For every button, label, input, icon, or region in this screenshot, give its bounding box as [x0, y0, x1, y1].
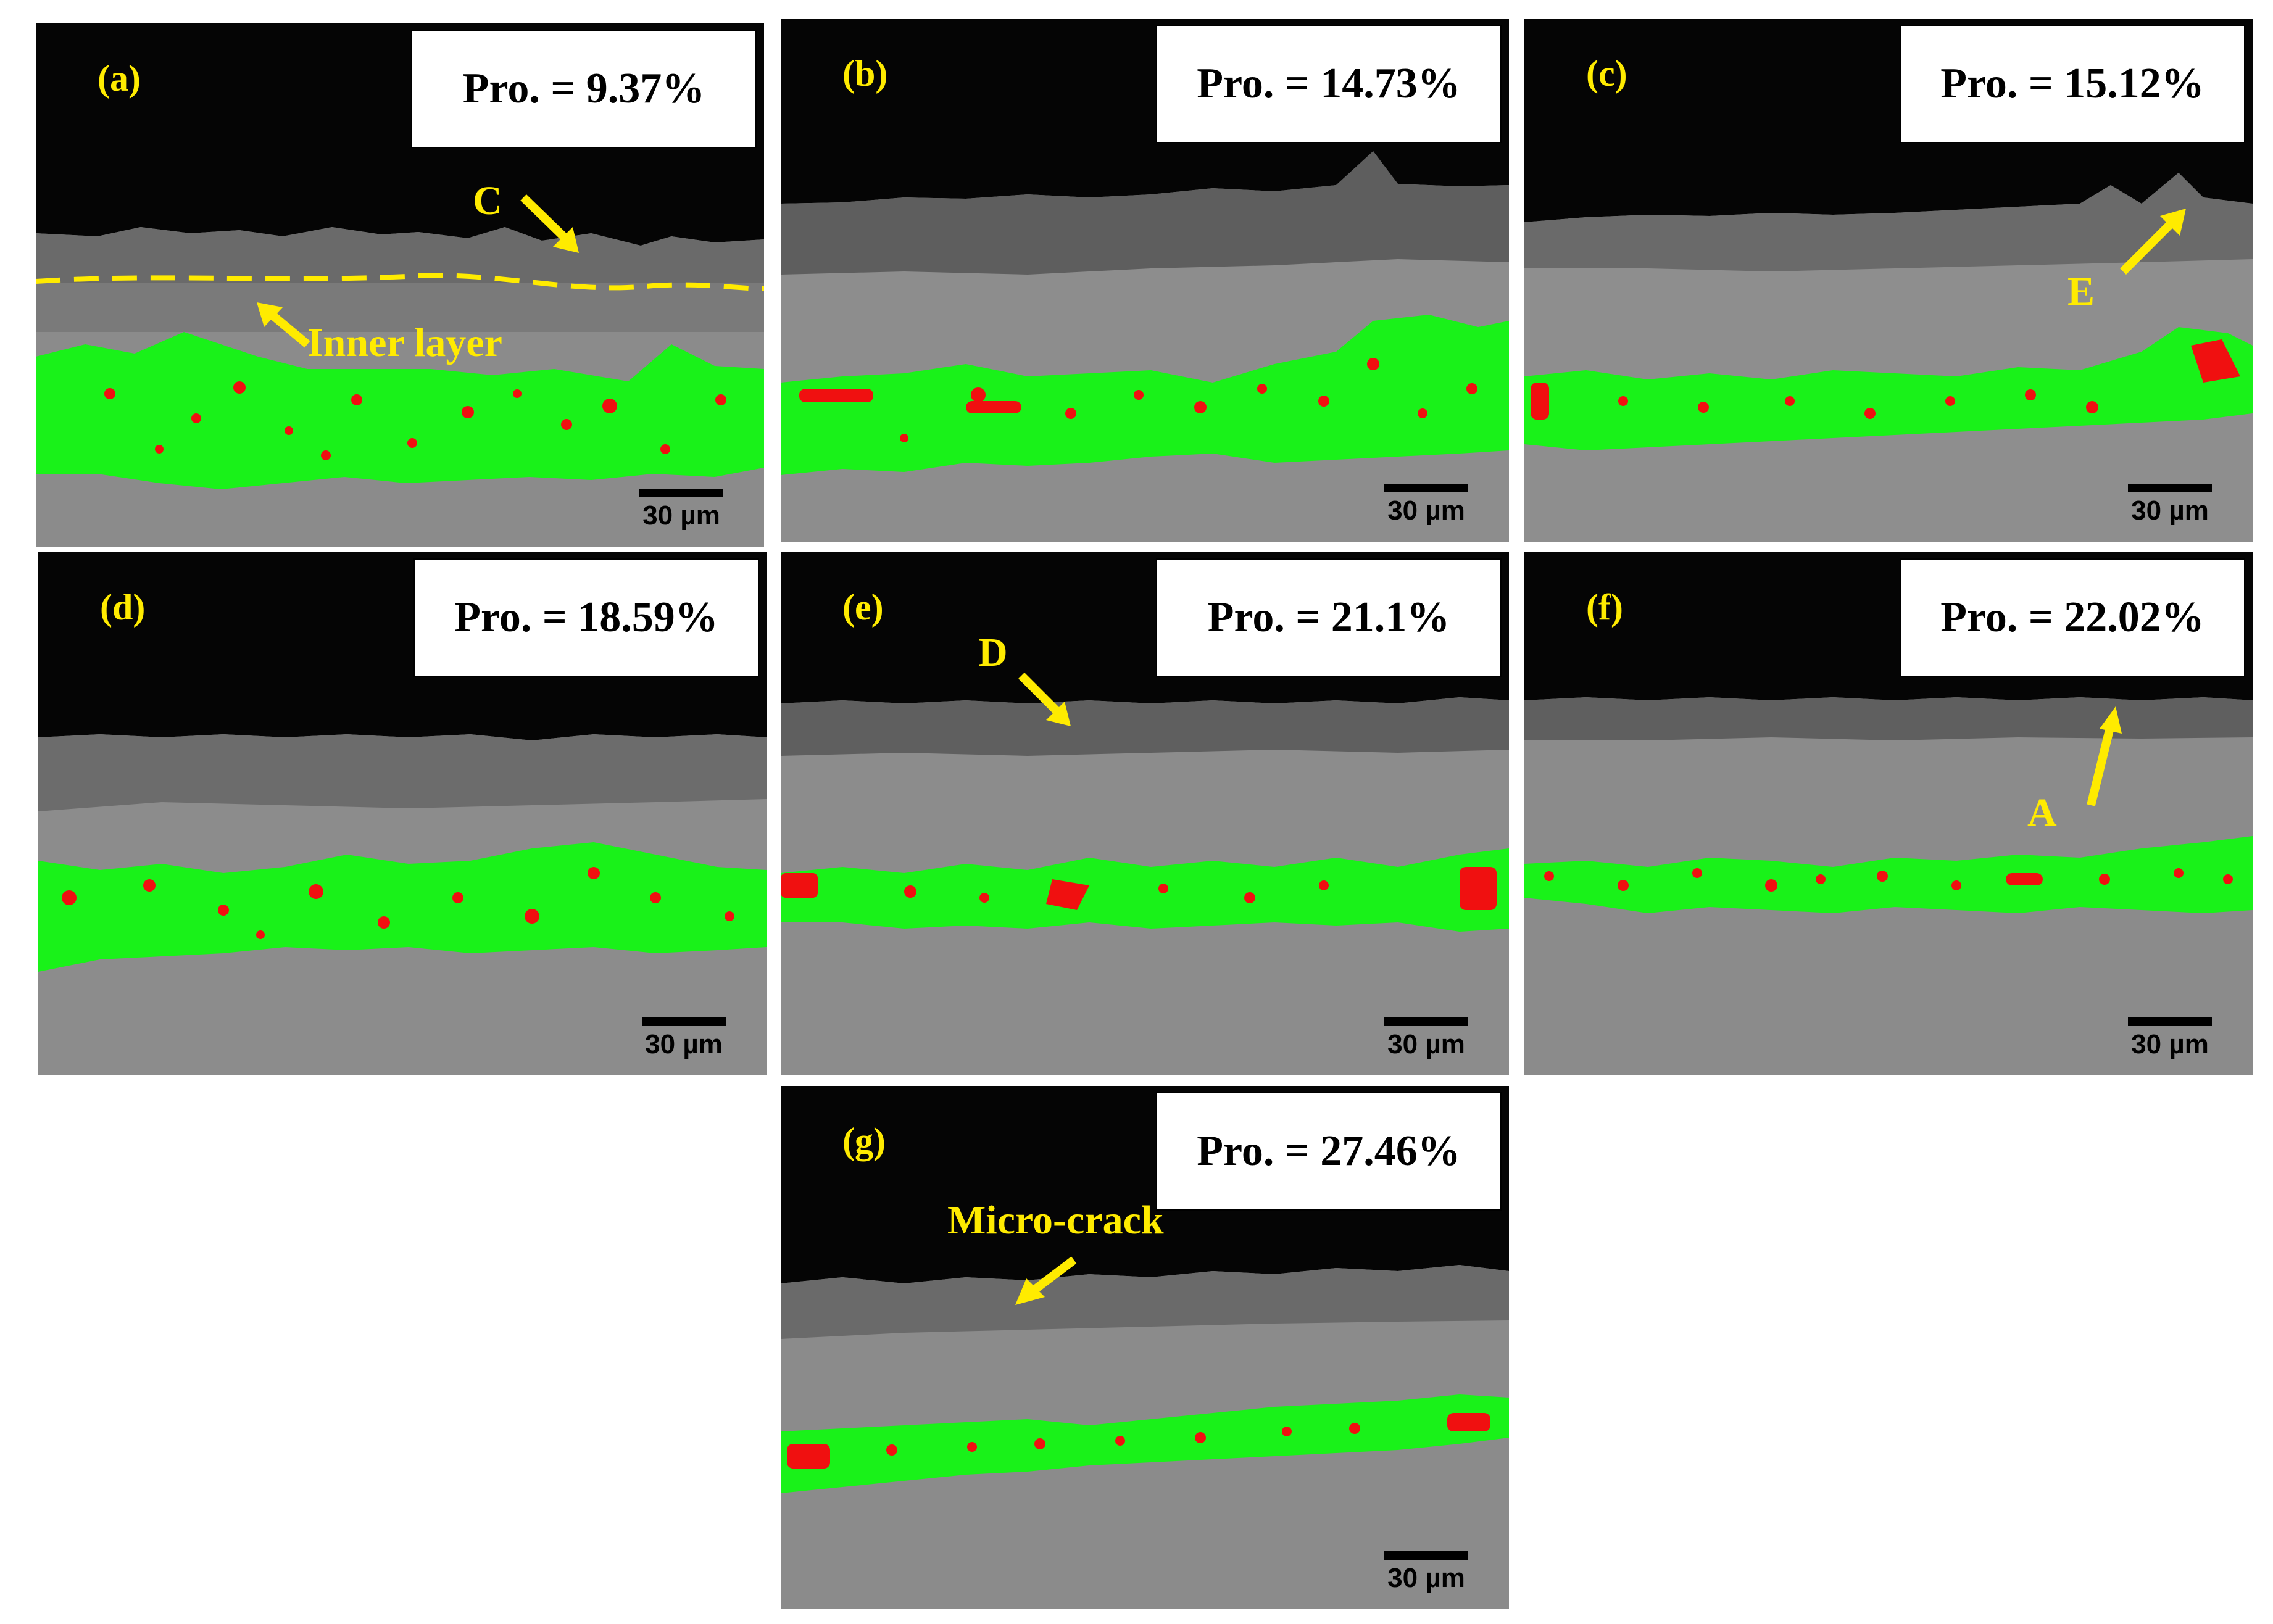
- panel-e: (e) Pro. = 21.1% 30 µm D: [781, 552, 1509, 1075]
- panel-label: (g): [842, 1121, 886, 1161]
- scale-bar: 30 µm: [1384, 484, 1468, 524]
- annotation-inner-layer: Inner layer: [307, 320, 502, 365]
- panel-label: (d): [100, 587, 146, 628]
- scale-label: 30 µm: [1387, 1563, 1465, 1593]
- panel-b: (b) Pro. = 14.73% 30 µm: [781, 19, 1509, 542]
- scale-label: 30 µm: [642, 500, 720, 531]
- proportion-box: Pro. = 15.12%: [1900, 25, 2245, 143]
- panel-label: (e): [842, 587, 884, 628]
- scale-bar-line: [1384, 1551, 1468, 1560]
- scale-label: 30 µm: [1387, 495, 1465, 526]
- annotation-e: E: [2067, 269, 2095, 314]
- proportion-box: Pro. = 21.1%: [1156, 558, 1502, 677]
- scale-bar: 30 µm: [1384, 1017, 1468, 1058]
- panel-d: (d) Pro. = 18.59% 30 µm: [38, 552, 767, 1075]
- scale-bar: 30 µm: [639, 489, 723, 529]
- annotation-d: D: [978, 630, 1008, 675]
- scale-bar-line: [1384, 1017, 1468, 1026]
- scale-bar: 30 µm: [642, 1017, 726, 1058]
- scale-label: 30 µm: [2131, 1029, 2209, 1059]
- annotation-c: C: [473, 178, 502, 223]
- panel-label: (b): [842, 53, 888, 94]
- annotation-a: A: [2027, 790, 2057, 835]
- proportion-box: Pro. = 18.59%: [413, 558, 759, 677]
- panel-c: (c) Pro. = 15.12% 30 µm E: [1524, 19, 2253, 542]
- proportion-box: Pro. = 14.73%: [1156, 25, 1502, 143]
- panel-f: (f) Pro. = 22.02% 30 µm A: [1524, 552, 2253, 1075]
- panel-label: (c): [1586, 53, 1627, 94]
- scale-bar: 30 µm: [2128, 1017, 2212, 1058]
- scale-label: 30 µm: [645, 1029, 723, 1059]
- panel-g: (g) Pro. = 27.46% 30 µm Micro-crack: [781, 1086, 1509, 1609]
- panel-a: (a) Pro. = 9.37% 30 µm C Inner layer: [36, 23, 764, 547]
- panel-label: (a): [98, 58, 141, 99]
- scale-bar-line: [2128, 1017, 2212, 1026]
- annotation-micro-crack: Micro-crack: [947, 1198, 1164, 1243]
- scale-bar-line: [639, 489, 723, 497]
- scale-bar: 30 µm: [2128, 484, 2212, 524]
- proportion-box: Pro. = 22.02%: [1900, 558, 2245, 677]
- scale-bar-line: [1384, 484, 1468, 492]
- scale-bar: 30 µm: [1384, 1551, 1468, 1592]
- scale-label: 30 µm: [1387, 1029, 1465, 1059]
- proportion-box: Pro. = 27.46%: [1156, 1092, 1502, 1211]
- scale-bar-line: [642, 1017, 726, 1026]
- panel-label: (f): [1586, 587, 1623, 628]
- scale-bar-line: [2128, 484, 2212, 492]
- scale-label: 30 µm: [2131, 495, 2209, 526]
- proportion-box: Pro. = 9.37%: [411, 30, 757, 148]
